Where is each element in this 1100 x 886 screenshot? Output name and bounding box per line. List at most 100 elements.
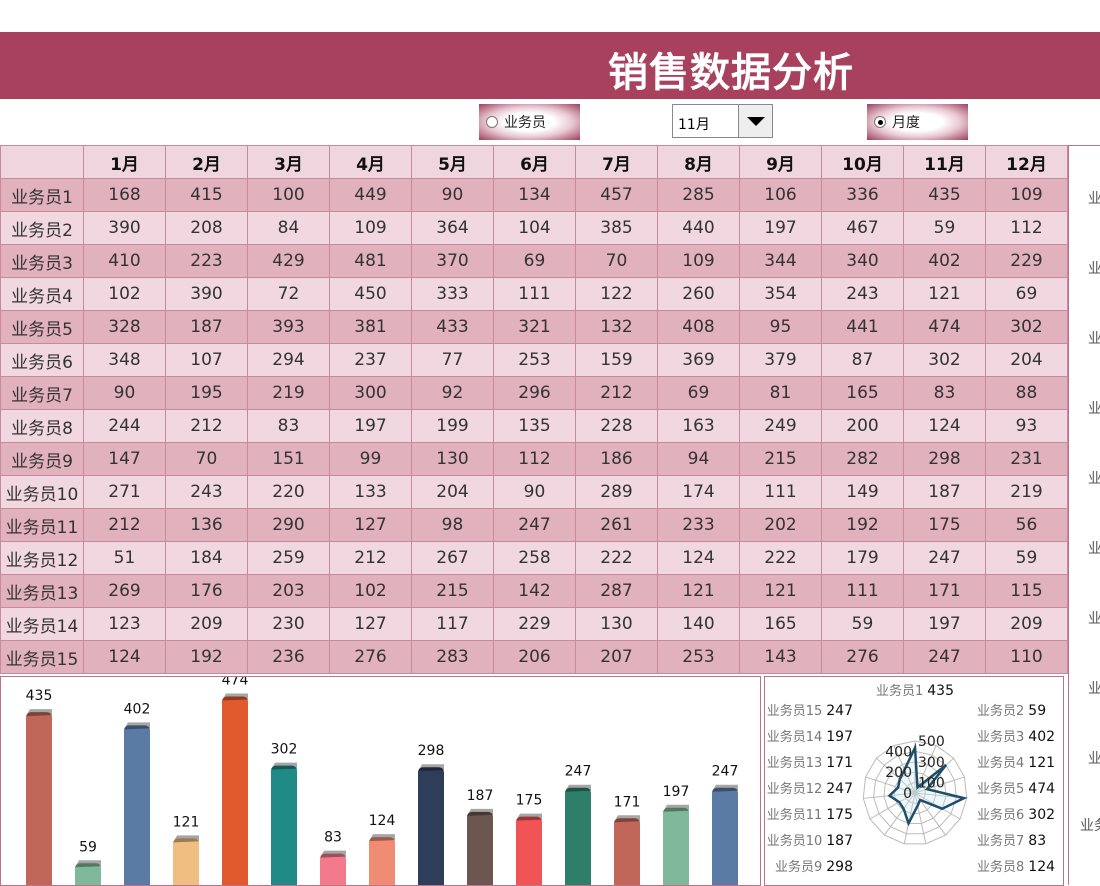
bar[interactable] [222,693,248,886]
radar-tick-label: 100 [918,776,945,792]
table-cell: 203 [247,574,330,608]
table-cell: 124 [903,409,986,443]
bar-data-label: 474 [222,677,249,688]
month-select-value: 11月 [678,117,710,133]
table-cell: 267 [411,541,494,575]
table-row: 业务员7 90 195 219 300 92 296 212 69 81 165 83 88 [0,376,1068,410]
radio-salesperson-label: 业务员 [504,115,546,131]
bar-chart-panel[interactable]: 435 59 402 121 474 302 83 124 298 187 175 247 171 197… [0,676,761,886]
bar[interactable] [467,808,493,886]
table-cell: 70 [575,244,658,278]
table-cell: 253 [493,343,576,377]
bar[interactable] [663,804,689,886]
right-chart-axis-label: 业务员 [1088,748,1100,768]
bar-data-label: 197 [663,784,690,800]
radar-series[interactable] [887,742,968,827]
bar-top [663,804,689,812]
bar[interactable] [271,762,297,886]
table-cell: 110 [985,640,1068,674]
table-row: 业务员8 244 212 83 197 199 135 228 163 249 200 124 93 [0,409,1068,443]
bar[interactable] [369,834,395,886]
table-cell: 149 [821,475,904,509]
radar-data-label: 171 [826,755,853,771]
radar-grid-ring [873,750,957,835]
bar-top [516,813,542,821]
table-cell: 179 [821,541,904,575]
table-cell: 136 [165,508,248,542]
triangle-down-icon [746,116,765,126]
bar-data-label: 59 [79,839,97,855]
bar[interactable] [565,784,591,886]
bar[interactable] [516,813,542,886]
right-chart-axis-label: 业务员 [1088,328,1100,348]
row-label: 业务员11 [0,508,84,542]
right-chart-axis-label: 业务员 [1088,608,1100,628]
table-row: 业务员13 269 176 203 102 215 142 287 121 121 111 171 11… [0,574,1068,608]
table-cell: 142 [493,574,576,608]
table-cell: 127 [329,508,412,542]
table-cell: 83 [247,409,330,443]
column-header: 9月 [739,145,822,179]
radio-monthly[interactable]: 月度 [867,104,968,140]
table-cell: 450 [329,277,412,311]
radar-chart-panel[interactable]: 0 100 200 300 400 500 业务员1 435 业务员2 59 业务员3 402 业务员4… [764,676,1064,886]
right-chart-axis-label: 业务员 [1088,538,1100,558]
table-cell: 410 [83,244,166,278]
table-row: 业务员4 102 390 72 450 333 111 122 260 354 243 121 69 [0,277,1068,311]
bar[interactable] [418,764,444,886]
radar-axis-label: 业务员10 [767,833,823,849]
row-label: 业务员7 [0,376,84,410]
table-cell: 106 [739,178,822,212]
dropdown-arrow-button[interactable] [738,105,772,137]
radio-selected-icon [874,116,886,128]
bar-data-label: 402 [124,701,151,717]
row-label: 业务员4 [0,277,84,311]
table-cell: 117 [411,607,494,641]
month-select[interactable]: 11月 [672,104,773,138]
page-title: 销售数据分析 [608,50,854,96]
table-cell: 51 [83,541,166,575]
table-cell: 298 [903,442,986,476]
table-row: 业务员14 123 209 230 127 117 229 130 140 165 59 197 209 [0,607,1068,641]
bar-body [418,767,444,885]
table-cell: 206 [493,640,576,674]
bar-top [565,784,591,792]
bar[interactable] [124,722,150,886]
radar-data-label: 124 [1028,859,1055,875]
radar-label: 业务员1 435 [876,683,954,699]
table-cell: 215 [739,442,822,476]
radar-grid-ring [862,740,968,845]
table-row: 业务员5 328 187 393 381 433 321 132 408 95 441 474 302 [0,310,1068,344]
bar[interactable] [173,835,199,886]
table-cell: 276 [821,640,904,674]
radar-axis-label: 业务员2 [977,703,1024,719]
bar[interactable] [320,850,346,886]
bar[interactable] [614,815,640,886]
table-cell: 236 [247,640,330,674]
radar-label: 业务员12 247 [767,781,853,797]
table-cell: 289 [575,475,658,509]
radar-label: 业务员2 59 [977,703,1046,719]
right-chart-panel[interactable]: 业务员业务员业务员业务员业务员业务员业务员业务员业务员业务员 [1068,145,1100,885]
table-cell: 192 [821,508,904,542]
row-label: 业务员3 [0,244,84,278]
table-cell: 393 [247,310,330,344]
table-cell: 69 [985,277,1068,311]
table-cell: 90 [411,178,494,212]
table-cell: 243 [165,475,248,509]
table-cell: 94 [657,442,740,476]
bar[interactable] [75,860,101,886]
row-label: 业务员10 [0,475,84,509]
table-cell: 249 [739,409,822,443]
table-cell: 121 [657,574,740,608]
table-cell: 222 [739,541,822,575]
radar-data-label: 197 [826,729,853,745]
table-cell: 102 [83,277,166,311]
bar[interactable] [26,709,52,886]
bar[interactable] [712,784,738,886]
table-cell: 197 [329,409,412,443]
table-cell: 381 [329,310,412,344]
radio-salesperson[interactable]: 业务员 [479,104,580,140]
right-chart-axis-label: 业务员 [1088,258,1100,278]
radar-spoke [884,792,916,836]
